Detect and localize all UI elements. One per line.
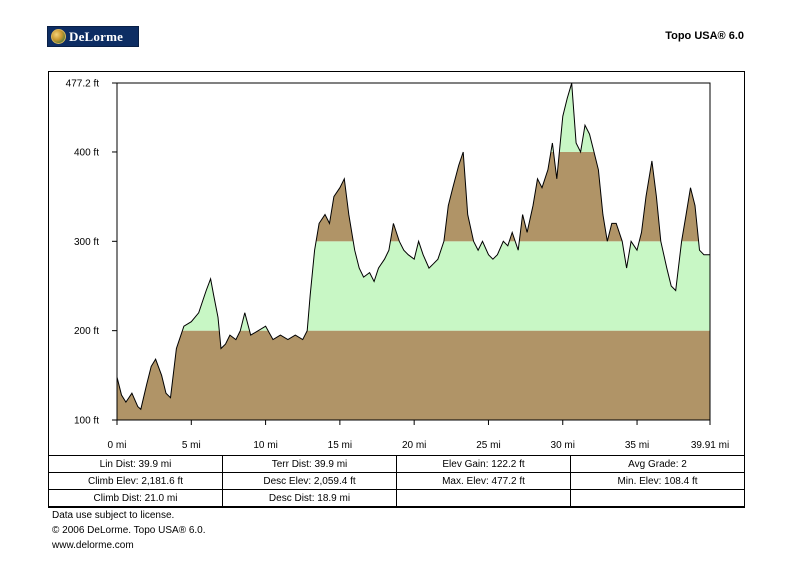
website-link[interactable]: www.delorme.com xyxy=(52,540,134,551)
x-tick-label: 20 mi xyxy=(402,440,426,451)
empty-cell xyxy=(396,489,571,507)
x-tick-label: 30 mi xyxy=(551,440,575,451)
elevation-band xyxy=(117,241,710,331)
chart-frame xyxy=(48,71,745,508)
elevation-profile-line xyxy=(116,83,710,411)
elevation-band xyxy=(117,83,710,152)
elevation-band xyxy=(117,330,710,420)
x-tick-label: 0 mi xyxy=(108,440,127,451)
empty-cell xyxy=(570,489,745,507)
y-tick-label: 477.2 ft xyxy=(66,79,100,90)
terr-dist: Terr Dist: 39.9 mi xyxy=(222,455,397,473)
globe-icon xyxy=(51,29,66,44)
lin-dist: Lin Dist: 39.9 mi xyxy=(48,455,223,473)
stats-table: Lin Dist: 39.9 mi Terr Dist: 39.9 mi Ele… xyxy=(48,455,745,507)
x-tick-label: 39.91 mi xyxy=(691,440,729,451)
desc-elev: Desc Elev: 2,059.4 ft xyxy=(222,472,397,490)
product-name: Topo USA® 6.0 xyxy=(665,30,744,42)
logo-text: DeLorme xyxy=(69,28,124,44)
table-row: Climb Dist: 21.0 mi Desc Dist: 18.9 mi xyxy=(48,489,745,507)
elevation-band xyxy=(117,151,710,242)
elevation-bands xyxy=(117,83,710,420)
x-tick-label: 25 mi xyxy=(476,440,500,451)
table-row: Climb Elev: 2,181.6 ft Desc Elev: 2,059.… xyxy=(48,472,745,490)
x-tick-label: 10 mi xyxy=(253,440,277,451)
x-tick-label: 15 mi xyxy=(328,440,352,451)
y-tick-label: 200 ft xyxy=(74,326,99,337)
x-tick-label: 5 mi xyxy=(182,440,201,451)
elevation-profile-chart: 100 ft 200 ft 300 ft 400 ft 477.2 ft 0 mi 5 mi… xyxy=(66,79,730,452)
climb-elev: Climb Elev: 2,181.6 ft xyxy=(48,472,223,490)
y-tick-label: 400 ft xyxy=(74,147,99,158)
x-tick-label: 35 mi xyxy=(625,440,649,451)
table-row: Lin Dist: 39.9 mi Terr Dist: 39.9 mi Ele… xyxy=(48,455,745,473)
delorme-logo: DeLorme xyxy=(47,26,139,47)
max-elev: Max. Elev: 477.2 ft xyxy=(396,472,571,490)
plot-border xyxy=(116,82,711,421)
avg-grade: Avg Grade: 2 xyxy=(570,455,745,473)
climb-dist: Climb Dist: 21.0 mi xyxy=(48,489,223,507)
license-note: Data use subject to license. xyxy=(52,510,175,521)
y-tick-label: 300 ft xyxy=(74,237,99,248)
elev-gain: Elev Gain: 122.2 ft xyxy=(396,455,571,473)
min-elev: Min. Elev: 108.4 ft xyxy=(570,472,745,490)
desc-dist: Desc Dist: 18.9 mi xyxy=(222,489,397,507)
y-tick-label: 100 ft xyxy=(74,416,99,427)
copyright-note: © 2006 DeLorme. Topo USA® 6.0. xyxy=(52,525,206,536)
